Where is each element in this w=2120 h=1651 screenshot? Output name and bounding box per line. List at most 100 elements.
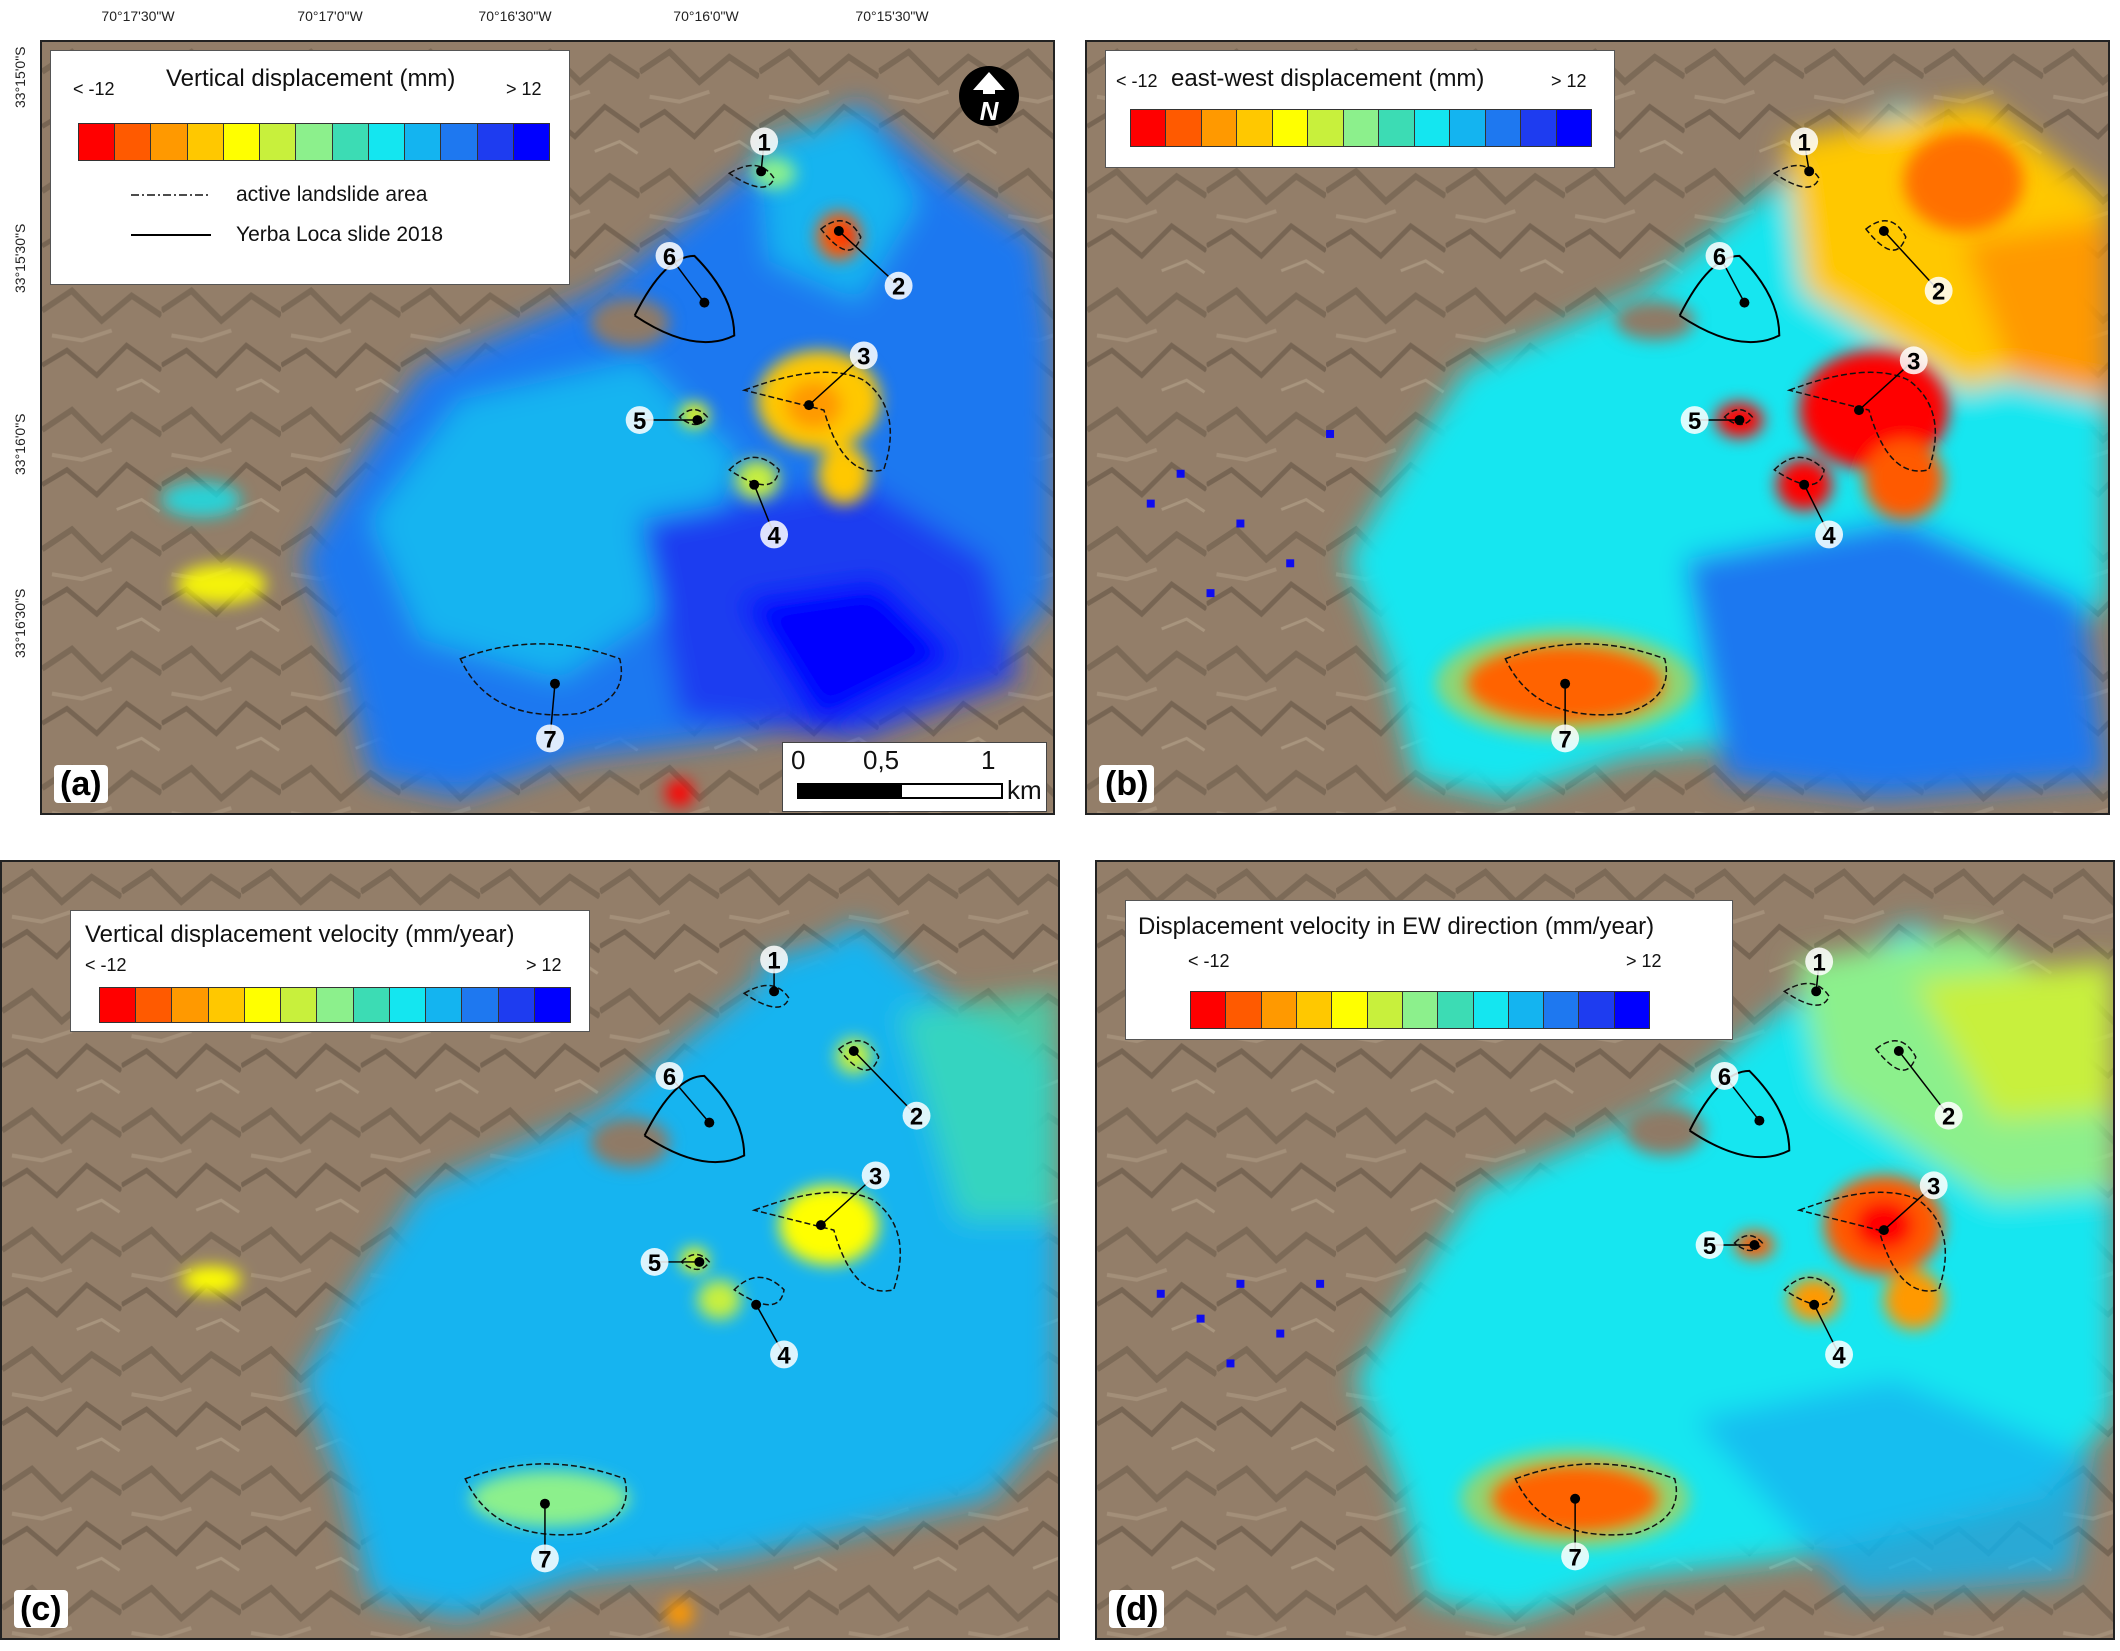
legend-min: < -12 xyxy=(73,79,115,99)
ramp-swatch xyxy=(151,124,188,160)
ramp-swatch xyxy=(100,988,137,1022)
landslide-label: 7 xyxy=(1568,1544,1581,1571)
landslide-marker-4: 4 xyxy=(1799,479,1844,549)
ramp-swatch xyxy=(1521,110,1557,146)
ramp-swatch xyxy=(1485,110,1522,146)
landslide-label: 1 xyxy=(1813,949,1826,976)
landslide-marker-7: 7 xyxy=(1561,1493,1590,1571)
legend-title: Vertical displacement (mm) xyxy=(166,65,456,92)
landslide-label: 4 xyxy=(767,522,781,549)
landslide-label: 6 xyxy=(1713,244,1726,271)
landslide-label: 4 xyxy=(1822,522,1836,549)
landslide-marker-1: 1 xyxy=(750,127,779,177)
ramp-swatch xyxy=(1226,992,1262,1028)
landslide-label: 6 xyxy=(1718,1064,1731,1091)
ramp-swatch xyxy=(1343,110,1380,146)
longitude-label: 70°17'0"W xyxy=(297,8,363,24)
ramp-swatch xyxy=(1296,992,1333,1028)
ramp-swatch xyxy=(1379,110,1415,146)
ramp-swatch xyxy=(1579,992,1615,1028)
legend-b: east-west displacement (mm) < -12 > 12 xyxy=(1105,50,1615,168)
color-ramp xyxy=(78,123,550,161)
ramp-swatch xyxy=(1402,992,1439,1028)
ramp-swatch xyxy=(1508,992,1545,1028)
landslide-marker-7: 7 xyxy=(530,1498,559,1573)
legend-max: > 12 xyxy=(506,79,542,99)
ramp-swatch xyxy=(1614,992,1650,1028)
landslide-marker-4: 4 xyxy=(751,1299,798,1369)
scale-tick-1: 1 xyxy=(981,745,996,775)
ramp-swatch xyxy=(389,988,427,1022)
map-b: 1 2 3 4 5 6 7 xyxy=(1087,42,2108,813)
landslide-label: 5 xyxy=(648,1250,661,1277)
legend-yerba-loca: Yerba Loca slide 2018 xyxy=(236,223,444,246)
landslide-label: 7 xyxy=(543,726,556,753)
ramp-swatch xyxy=(208,988,245,1022)
ramp-swatch xyxy=(1544,992,1580,1028)
north-letter: N xyxy=(980,96,1000,126)
landslide-label: 7 xyxy=(538,1546,551,1573)
landslide-marker-7: 7 xyxy=(536,678,564,753)
legend-min: < -12 xyxy=(1116,71,1158,91)
ramp-swatch xyxy=(462,988,499,1022)
landslide-marker-6: 6 xyxy=(655,241,710,308)
landslide-label: 3 xyxy=(1927,1173,1940,1200)
panel-d: 1 2 3 4 5 6 7 Displacement velocity in EW dire… xyxy=(1095,860,2115,1640)
ramp-swatch xyxy=(1438,992,1474,1028)
landslide-label: 3 xyxy=(1907,348,1920,375)
legend-min: < -12 xyxy=(85,955,127,975)
landslide-label: 2 xyxy=(910,1104,923,1131)
panel-c: 1 2 3 4 5 6 7 Vertical displacement velocity (… xyxy=(0,860,1060,1640)
landslide-label: 2 xyxy=(1932,279,1945,306)
latitude-label: 33°16'30"S xyxy=(12,588,28,658)
landslide-label: 1 xyxy=(757,129,770,156)
panel-label: (b) xyxy=(1099,765,1155,803)
landslide-marker-4: 4 xyxy=(749,479,789,549)
legend-max: > 12 xyxy=(1626,951,1662,971)
color-ramp xyxy=(99,987,571,1023)
ramp-swatch xyxy=(1191,992,1227,1028)
landslide-marker-2: 2 xyxy=(1893,1046,1963,1131)
scale-tick-half: 0,5 xyxy=(863,745,900,775)
landslide-marker-7: 7 xyxy=(1551,678,1580,753)
legend-c: Vertical displacement velocity (mm/year)… xyxy=(70,910,590,1032)
landslide-marker-5: 5 xyxy=(625,406,703,435)
ramp-swatch xyxy=(477,124,514,160)
ramp-swatch xyxy=(79,124,116,160)
landslide-marker-4: 4 xyxy=(1809,1299,1854,1369)
landslide-label: 2 xyxy=(1942,1104,1955,1131)
landslide-marker-3: 3 xyxy=(1853,346,1928,416)
legend-d: Displacement velocity in EW direction (m… xyxy=(1125,900,1733,1040)
landslide-marker-5: 5 xyxy=(1680,406,1745,435)
ramp-swatch xyxy=(281,988,318,1022)
ramp-swatch xyxy=(1473,992,1509,1028)
panel-label: (a) xyxy=(54,765,108,803)
ramp-swatch xyxy=(353,988,390,1022)
ramp-swatch xyxy=(1131,110,1167,146)
landslide-marker-1: 1 xyxy=(1790,127,1819,177)
landslide-marker-1: 1 xyxy=(1805,947,1834,997)
ramp-swatch xyxy=(368,124,406,160)
landslide-marker-2: 2 xyxy=(1878,226,1953,306)
landslide-label: 1 xyxy=(767,947,780,974)
ramp-swatch xyxy=(115,124,152,160)
panel-label: (d) xyxy=(1109,1590,1165,1628)
ramp-swatch xyxy=(223,124,261,160)
north-arrow-icon: N xyxy=(957,64,1021,128)
scale-unit: km xyxy=(1007,775,1042,805)
landslide-marker-3: 3 xyxy=(815,1161,890,1231)
ramp-swatch xyxy=(1308,110,1344,146)
panel-a: 1 2 3 4 5 6 7 Vertical displacement (mm) < -12… xyxy=(40,40,1055,815)
landslide-label: 5 xyxy=(633,408,646,435)
ramp-swatch xyxy=(1272,110,1309,146)
legend-max: > 12 xyxy=(1551,71,1587,91)
ramp-swatch xyxy=(187,124,224,160)
ramp-swatch xyxy=(498,988,535,1022)
longitude-label: 70°15'30"W xyxy=(855,8,929,24)
ramp-swatch xyxy=(260,124,297,160)
ramp-swatch xyxy=(534,988,571,1022)
legend-title: Vertical displacement velocity (mm/year) xyxy=(85,921,515,948)
longitude-label: 70°17'30"W xyxy=(101,8,175,24)
ramp-swatch xyxy=(1237,110,1273,146)
landslide-label: 5 xyxy=(1703,1233,1716,1260)
